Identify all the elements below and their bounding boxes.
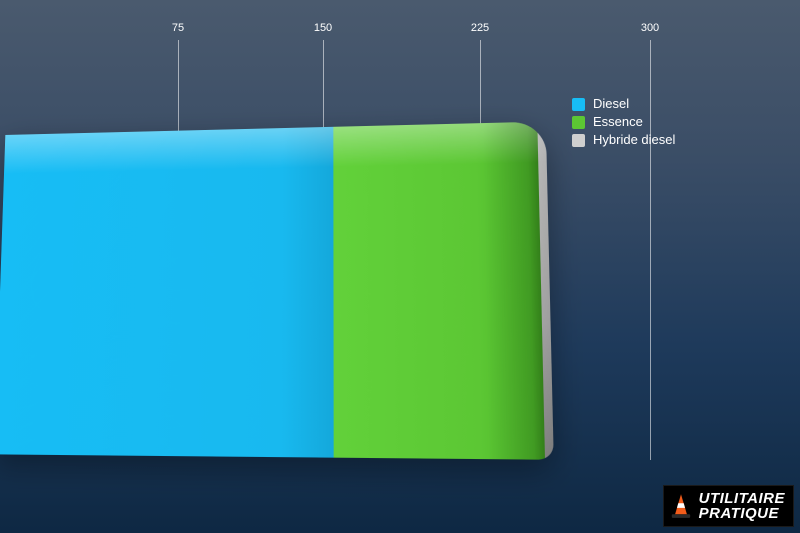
legend-label: Diesel bbox=[593, 95, 629, 113]
legend: DieselEssenceHybride diesel bbox=[572, 95, 675, 149]
grid-line bbox=[480, 40, 481, 130]
legend-item: Essence bbox=[572, 113, 675, 131]
legend-swatch bbox=[572, 98, 585, 111]
axis-tick-label: 300 bbox=[641, 22, 659, 34]
legend-swatch bbox=[572, 134, 585, 147]
legend-label: Essence bbox=[593, 113, 643, 131]
legend-label: Hybride diesel bbox=[593, 131, 675, 149]
brand-text-wrap: UTILITAIRE PRATIQUE bbox=[699, 491, 785, 521]
brand-badge: UTILITAIRE PRATIQUE bbox=[663, 485, 794, 527]
axis-tick-label: 150 bbox=[314, 22, 332, 34]
stacked-bar bbox=[0, 132, 540, 452]
bar-face bbox=[0, 122, 554, 460]
legend-swatch bbox=[572, 116, 585, 129]
legend-item: Diesel bbox=[572, 95, 675, 113]
legend-item: Hybride diesel bbox=[572, 131, 675, 149]
axis-tick-label: 225 bbox=[471, 22, 489, 34]
bar-segment-essence bbox=[333, 122, 545, 460]
brand-line-2: PRATIQUE bbox=[699, 506, 785, 521]
traffic-cone-icon bbox=[670, 493, 692, 519]
bar-segment-diesel bbox=[0, 127, 333, 458]
axis-tick-label: 75 bbox=[172, 22, 184, 34]
brand-line-1: UTILITAIRE bbox=[699, 491, 785, 506]
grid-line bbox=[178, 40, 179, 132]
grid-line bbox=[323, 40, 324, 130]
